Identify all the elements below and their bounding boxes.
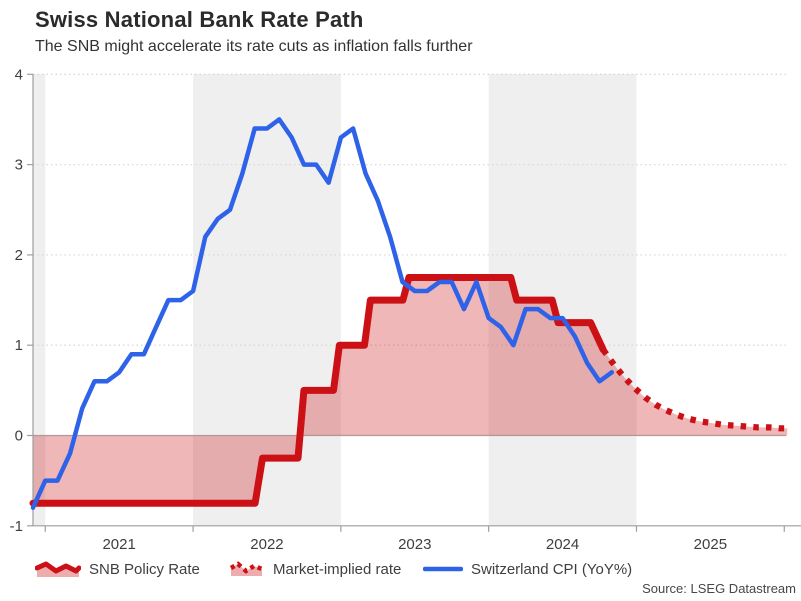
- legend-label-snb-policy-rate: SNB Policy Rate: [89, 560, 200, 578]
- source-attribution: Source: LSEG Datastream: [642, 581, 796, 596]
- snb-policy-rate-swatch-icon: [35, 561, 81, 577]
- chart-title: Swiss National Bank Rate Path: [35, 7, 364, 32]
- year-band: [193, 74, 341, 526]
- legend-item-market-implied-rate: Market-implied rate: [229, 558, 401, 580]
- switzerland-cpi-swatch-icon: [423, 566, 463, 572]
- x-axis-label: 2021: [102, 536, 135, 553]
- y-axis-label: 1: [15, 337, 23, 354]
- switzerland-cpi-line: [30, 117, 615, 510]
- x-axis-label: 2024: [546, 536, 579, 553]
- x-axis-label: 2022: [250, 536, 283, 553]
- y-axis-label: 3: [15, 157, 23, 174]
- legend-label-switzerland-cpi: Switzerland CPI (YoY%): [471, 560, 633, 578]
- x-axis-label: 2023: [398, 536, 431, 553]
- legend-label-market-implied-rate: Market-implied rate: [273, 560, 402, 578]
- y-axis-label: 2: [15, 247, 23, 264]
- snb-policy-rate-line: [29, 274, 607, 507]
- year-band: [33, 74, 46, 526]
- y-axis-label: 0: [15, 428, 23, 445]
- legend-item-snb-policy-rate: SNB Policy Rate: [35, 558, 200, 580]
- rate-shaded-area: [33, 277, 788, 504]
- market-implied-rate-swatch-icon: [229, 561, 263, 576]
- legend-item-switzerland-cpi: Switzerland CPI (YoY%): [423, 558, 632, 580]
- y-axis-label: 4: [15, 66, 23, 83]
- market-implied-rate-line: [600, 347, 788, 432]
- y-axis-label: -1: [10, 518, 23, 535]
- x-axis-label: 2025: [694, 536, 727, 553]
- chart-subtitle: The SNB might accelerate its rate cuts a…: [35, 38, 473, 55]
